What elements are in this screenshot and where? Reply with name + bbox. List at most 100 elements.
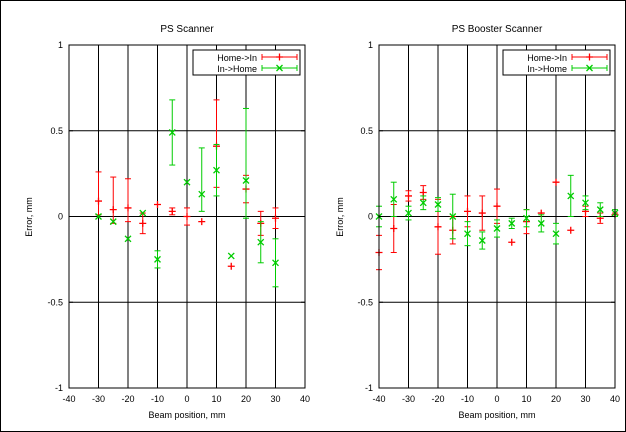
data-point-in-home xyxy=(198,190,206,198)
y-axis-label: Error, mm xyxy=(335,197,345,237)
legend-label-home-in: Home->In xyxy=(217,53,257,63)
data-point-in-home xyxy=(95,213,102,220)
data-point-in-home xyxy=(109,218,117,226)
x-tick-label: 20 xyxy=(241,394,251,404)
x-tick-label: -20 xyxy=(121,394,134,404)
x-tick-label: -20 xyxy=(431,394,444,404)
data-point-home-in xyxy=(227,262,235,270)
x-tick-label: -10 xyxy=(151,394,164,404)
data-point-in-home xyxy=(272,259,279,267)
x-tick-label: -30 xyxy=(402,394,415,404)
data-point-in-home xyxy=(567,192,575,200)
data-point-home-in xyxy=(405,192,412,200)
data-point-home-in xyxy=(464,207,471,215)
legend-marker-cross xyxy=(586,64,593,72)
data-point-in-home xyxy=(552,230,560,238)
legend-label-in-home: In->Home xyxy=(527,64,567,74)
data-point-home-in xyxy=(552,178,560,186)
y-tick-label: 0.5 xyxy=(50,126,63,136)
axis-ticks: -40 -30 -20 -10 0 10 20 30 40 -1 -0.5 0 0.5 1 xyxy=(357,40,620,404)
data-point-in-home xyxy=(139,209,147,217)
data-point-home-in xyxy=(183,213,191,220)
data-point-home-in xyxy=(493,202,501,210)
y-tick-label: 0.5 xyxy=(360,126,373,136)
legend-marker-plus xyxy=(586,53,593,61)
data-point-in-home xyxy=(213,166,220,174)
data-point-home-in xyxy=(390,225,398,233)
y-tick-label: -0.5 xyxy=(357,297,373,307)
data-point-in-home xyxy=(478,237,486,244)
data-point-in-home xyxy=(124,235,132,243)
legend-swatches xyxy=(571,53,608,72)
data-point-home-in xyxy=(198,218,206,226)
data-point-in-home xyxy=(523,214,530,222)
data-point-in-home xyxy=(434,201,442,208)
data-point-home-in xyxy=(508,238,516,246)
x-tick-label: 40 xyxy=(300,394,310,404)
chart-title: PS Booster Scanner xyxy=(452,24,543,35)
ps-scanner-chart: PS Scanner Error, mm Beam position, mm -… xyxy=(24,24,310,420)
data-point-in-home xyxy=(183,178,191,186)
data-point-in-home xyxy=(154,255,161,263)
y-tick-label: 0 xyxy=(368,212,373,222)
y-tick-label: 1 xyxy=(58,40,63,50)
y-tick-label: -0.5 xyxy=(47,297,63,307)
data-point-in-home xyxy=(493,225,501,232)
legend: Home->In In->Home xyxy=(502,49,611,76)
x-tick-label: -10 xyxy=(461,394,474,404)
x-axis-label: Beam position, mm xyxy=(148,410,225,420)
x-tick-label: 40 xyxy=(610,394,620,404)
data-point-in-home xyxy=(596,206,604,214)
x-tick-label: 0 xyxy=(494,394,499,404)
data-point-home-in xyxy=(478,209,486,217)
x-tick-label: 10 xyxy=(521,394,531,404)
data-point-home-in xyxy=(168,207,176,215)
x-axis-label: Beam position, mm xyxy=(458,410,535,420)
legend-marker-cross xyxy=(276,64,283,72)
legend-label-home-in: Home->In xyxy=(527,53,567,63)
chart-title: PS Scanner xyxy=(160,24,214,35)
data-point-in-home xyxy=(449,213,457,220)
data-point-home-in xyxy=(109,206,117,214)
data-point-home-in xyxy=(272,214,279,222)
x-tick-label: -40 xyxy=(62,394,75,404)
axis-ticks: -40 -30 -20 -10 0 10 20 30 40 -1 -0.5 0 0.5 1 xyxy=(47,40,310,404)
data-point-home-in xyxy=(434,223,442,231)
data-point-in-home xyxy=(419,199,427,207)
data-point-home-in xyxy=(124,204,132,212)
data-point-home-in xyxy=(139,219,147,227)
legend-marker-plus xyxy=(276,53,283,61)
data-marks xyxy=(95,99,279,288)
data-point-in-home xyxy=(537,219,545,227)
data-point-home-in xyxy=(567,226,575,234)
x-tick-label: -40 xyxy=(372,394,385,404)
data-point-in-home xyxy=(227,252,235,260)
data-point-home-in xyxy=(419,188,427,196)
data-point-in-home xyxy=(168,129,176,136)
x-tick-label: 30 xyxy=(270,394,280,404)
ps-booster-scanner-chart: PS Booster Scanner Error, mm Beam positi… xyxy=(335,24,620,420)
x-tick-label: 20 xyxy=(551,394,561,404)
y-axis-label: Error, mm xyxy=(24,197,34,237)
legend: Home->In In->Home xyxy=(192,49,301,76)
y-tick-label: -1 xyxy=(365,383,373,393)
data-point-home-in xyxy=(95,197,102,205)
data-point-in-home xyxy=(508,219,516,227)
x-tick-label: 10 xyxy=(211,394,221,404)
y-tick-label: 0 xyxy=(58,212,63,222)
x-tick-label: 30 xyxy=(580,394,590,404)
data-point-in-home xyxy=(257,238,265,246)
x-tick-label: 0 xyxy=(184,394,189,404)
legend-label-in-home: In->Home xyxy=(217,64,257,74)
y-tick-label: -1 xyxy=(55,383,63,393)
legend-swatches xyxy=(261,53,298,72)
data-point-in-home xyxy=(464,230,471,238)
y-tick-label: 1 xyxy=(368,40,373,50)
data-point-in-home xyxy=(582,199,589,207)
data-point-in-home xyxy=(242,177,250,184)
data-point-in-home xyxy=(390,195,398,203)
data-point-home-in xyxy=(154,200,161,208)
data-point-in-home xyxy=(405,209,412,217)
x-tick-label: -30 xyxy=(92,394,105,404)
